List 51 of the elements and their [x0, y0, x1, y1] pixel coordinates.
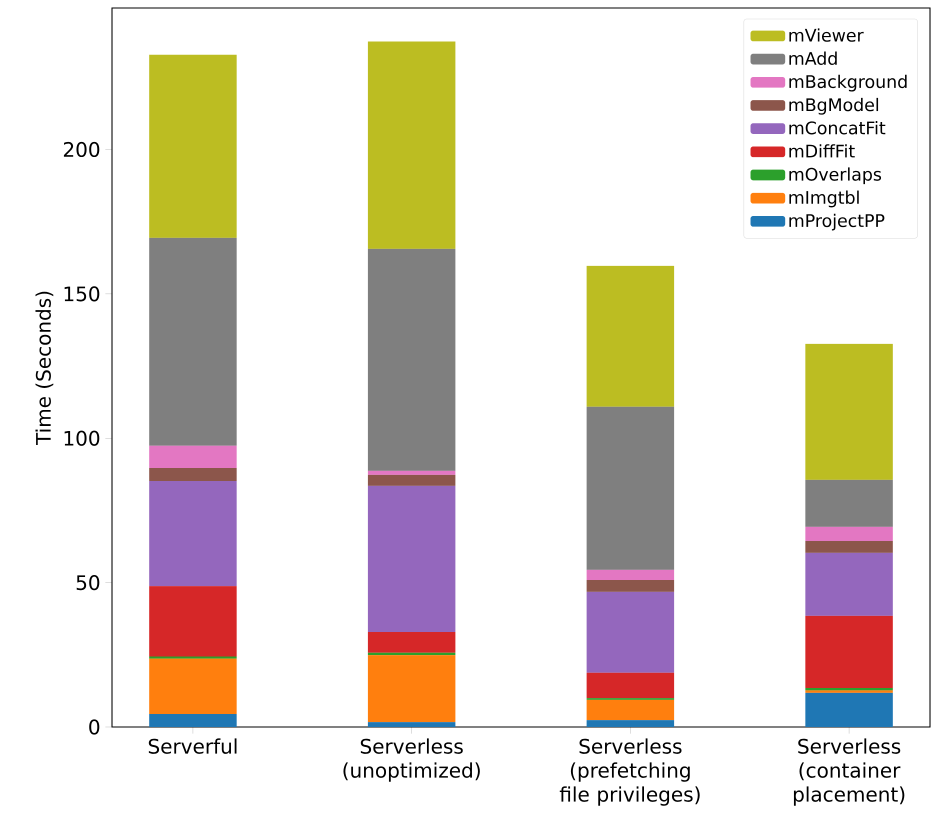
- bar: [149, 480, 237, 586]
- bar: [368, 470, 456, 475]
- bar: [149, 658, 237, 714]
- bar: [586, 672, 674, 698]
- legend-label: mImgtbl: [789, 190, 859, 208]
- bar: [586, 406, 674, 570]
- legend-label: mDiffFit: [789, 144, 855, 158]
- bar: [368, 632, 456, 653]
- bar: [368, 41, 456, 249]
- bar: [149, 446, 237, 468]
- bar: [586, 700, 674, 720]
- bar: [368, 248, 456, 471]
- bar: [586, 720, 674, 727]
- bar: [805, 692, 893, 727]
- x-tick-label: Serverless (container placement): [794, 738, 904, 806]
- legend-label: mConcatFit: [789, 121, 886, 134]
- bar: [805, 552, 893, 616]
- y-axis-title: Time (Seconds): [35, 292, 54, 446]
- legend-label: mAdd: [789, 52, 837, 65]
- bar: [368, 474, 456, 486]
- bar: [368, 722, 456, 727]
- bar: [805, 690, 893, 693]
- legend-label: mProjectPP: [789, 214, 884, 230]
- y-tick-label: 50: [76, 575, 100, 590]
- x-tick-label: Serverless (unoptimized): [343, 738, 480, 782]
- bar: [805, 526, 893, 542]
- x-tick-label: Serverless (prefetching file privileges): [560, 738, 700, 806]
- y-tick-label: 100: [64, 430, 100, 446]
- y-tick-label: 0: [89, 719, 100, 735]
- bar: [368, 655, 456, 722]
- legend-label: mBgModel: [789, 98, 878, 115]
- bar: [805, 541, 893, 553]
- bar: [586, 580, 674, 592]
- legend-label: mViewer: [789, 28, 864, 42]
- bar: [586, 266, 674, 407]
- bar: [805, 480, 893, 527]
- legend-label: mBackground: [789, 74, 907, 92]
- x-tick-label: Serverful: [148, 738, 236, 754]
- bar: [586, 592, 674, 673]
- bar: [149, 714, 237, 727]
- bar: [149, 238, 237, 446]
- bar: [586, 570, 674, 580]
- legend-label: mOverlaps: [789, 167, 882, 184]
- bar: [149, 54, 237, 238]
- bar: [368, 486, 456, 632]
- bar: [149, 586, 237, 657]
- bar: [805, 344, 893, 480]
- bar: [149, 468, 237, 481]
- y-tick-label: 150: [64, 286, 100, 302]
- y-tick-label: 200: [64, 142, 100, 158]
- bar: [805, 616, 893, 688]
